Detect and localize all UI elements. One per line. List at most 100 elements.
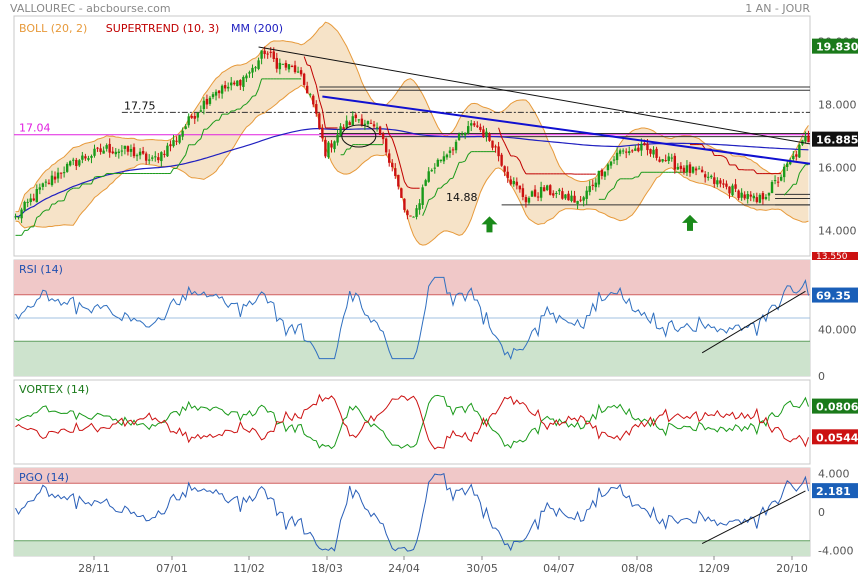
candle-body	[96, 147, 99, 149]
candle-body	[509, 179, 512, 185]
candle-body	[649, 149, 652, 154]
candle-body	[494, 146, 497, 148]
candle-body	[767, 192, 771, 196]
candle-body	[69, 161, 72, 166]
candle-body	[670, 157, 673, 159]
supertrend-segment	[176, 163, 181, 169]
candle-body	[263, 50, 266, 55]
supertrend-segment	[504, 143, 509, 150]
supertrend-segment	[394, 147, 399, 159]
supertrend-segment	[452, 170, 457, 179]
candle-body	[305, 85, 309, 94]
candle-body	[266, 53, 269, 55]
candle-body	[752, 195, 755, 199]
supertrend-segment	[27, 226, 32, 231]
candle-body	[588, 186, 591, 193]
candle-body	[309, 94, 312, 96]
candle-body	[281, 63, 285, 65]
candle-body	[226, 86, 230, 89]
candle-body	[506, 171, 509, 179]
supertrend-segment	[312, 75, 317, 86]
candle-body	[245, 75, 248, 79]
supertrend-segment	[303, 56, 308, 66]
candle-body	[72, 159, 75, 161]
candle-body	[284, 62, 288, 68]
candle-body	[697, 168, 701, 170]
candle-body	[397, 174, 400, 187]
candle-body	[378, 126, 382, 135]
rsi-overbought-zone	[14, 260, 810, 295]
candle-body	[500, 154, 503, 166]
x-tick-label: 28/11	[78, 562, 110, 575]
candle-body	[424, 180, 427, 186]
candle-body	[415, 208, 418, 217]
candle-body	[719, 180, 722, 184]
supertrend-segment	[212, 119, 217, 124]
candle-body	[406, 210, 409, 216]
supertrend-segment	[243, 103, 247, 106]
supertrend-segment	[632, 176, 636, 180]
candle-body	[515, 181, 519, 186]
candle-body	[254, 67, 257, 69]
candle-body	[302, 73, 306, 85]
candle-body	[190, 116, 193, 118]
candle-body	[172, 140, 175, 147]
candle-body	[87, 158, 90, 160]
supertrend-segment	[610, 187, 615, 191]
candle-body	[369, 122, 373, 124]
candle-body	[621, 150, 625, 152]
candle-body	[789, 160, 792, 165]
bollinger-lower	[15, 84, 809, 246]
candle-body	[421, 187, 424, 205]
price-current-label: 16.885	[816, 134, 858, 147]
candle-body	[296, 71, 300, 73]
candle-body	[35, 189, 38, 203]
supertrend-segment	[388, 134, 393, 140]
candle-body	[418, 203, 421, 210]
supertrend-segment	[54, 200, 59, 205]
candle-body	[384, 138, 388, 153]
annotation-17-75: 17.75	[124, 99, 156, 112]
candle-body	[132, 147, 136, 157]
vortex-minus-value-bg	[812, 429, 858, 445]
supertrend-segment	[422, 208, 427, 216]
supertrend-segment	[21, 230, 26, 236]
candle-body	[700, 169, 704, 173]
candle-body	[646, 143, 649, 151]
candle-body	[555, 192, 558, 194]
candle-body	[330, 143, 333, 148]
candle-body	[196, 112, 200, 118]
supertrend-segment	[218, 113, 223, 121]
candle-body	[737, 190, 740, 199]
candle-body	[394, 168, 397, 176]
candle-body	[257, 60, 260, 69]
supertrend-segment	[206, 125, 211, 130]
supertrend-segment	[403, 181, 408, 187]
candle-body	[324, 139, 327, 157]
vortex-plus-value: 0.0806	[816, 401, 859, 414]
candle-body	[643, 143, 646, 146]
candle-body	[758, 194, 762, 203]
candle-body	[518, 185, 522, 190]
supertrend-segment	[637, 171, 642, 178]
candle-body	[451, 149, 455, 151]
pgo-y-tick: 4.000	[818, 468, 850, 481]
x-tick-label: 20/10	[776, 562, 808, 575]
candle-body	[272, 51, 275, 59]
candle-body	[336, 134, 339, 143]
candle-body	[725, 183, 728, 187]
supertrend-segment	[723, 155, 727, 159]
candle-body	[503, 166, 506, 172]
supertrend-segment	[397, 157, 402, 170]
rsi-series	[15, 276, 809, 361]
candle-body	[463, 132, 467, 136]
candle-body	[333, 141, 336, 150]
candle-body	[582, 197, 585, 201]
candle-body	[491, 140, 494, 148]
candle-body	[442, 156, 446, 162]
candle-body	[694, 168, 698, 171]
candle-body	[412, 216, 415, 218]
supertrend-segment	[461, 160, 466, 163]
candle-body	[239, 79, 242, 86]
chart-period-label: 1 AN - JOUR	[745, 2, 810, 15]
